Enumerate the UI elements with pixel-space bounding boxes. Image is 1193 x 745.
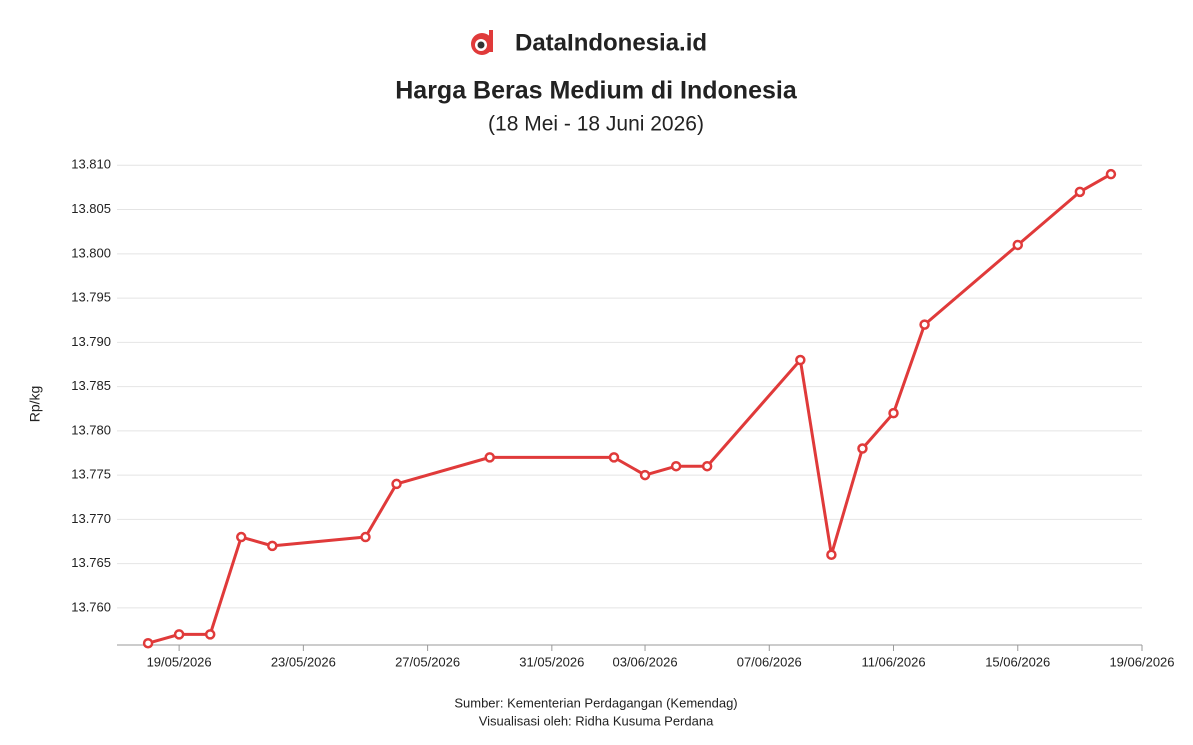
point	[857, 443, 868, 454]
y-tick-label: 13.765	[71, 555, 111, 570]
x-tick-label: 31/05/2026	[519, 654, 584, 669]
point	[826, 549, 837, 560]
source: Sumber: Kementerian Perdagangan (Kemenda…	[454, 695, 737, 710]
point	[484, 452, 495, 463]
point	[204, 629, 216, 640]
y-tick-label: 13.790	[71, 334, 111, 349]
point	[888, 407, 899, 419]
point	[1074, 186, 1086, 198]
x-tick-label: 07/06/2026	[737, 654, 802, 669]
point	[391, 478, 402, 490]
point	[173, 629, 185, 640]
x-tick-label: 23/05/2026	[271, 654, 336, 669]
point	[267, 540, 278, 552]
line	[147, 172, 1112, 645]
point	[1105, 168, 1117, 180]
brand: DataIndonesia.id	[515, 29, 707, 56]
y-tick-label: 13.805	[71, 201, 111, 216]
y-tick-label: 13.780	[71, 422, 111, 437]
credit: Visualisasi oleh: Ridha Kusuma Perdana	[479, 713, 714, 728]
x-tick-label: 15/06/2026	[985, 654, 1050, 669]
x-tick-label: 19/06/2026	[1109, 654, 1174, 669]
y-tick-label: 13.800	[71, 245, 111, 260]
point	[919, 319, 930, 330]
point	[795, 354, 806, 366]
y-tick-label: 13.760	[71, 599, 111, 614]
y-tick-label: 13.785	[71, 378, 111, 393]
y-tick-label: 13.810	[71, 157, 111, 172]
point	[235, 531, 247, 543]
logo	[471, 30, 493, 55]
point	[1012, 239, 1024, 251]
x-tick-label: 19/05/2026	[147, 654, 212, 669]
point	[142, 637, 154, 649]
point	[360, 531, 371, 543]
point	[608, 452, 620, 463]
x-tick-label: 27/05/2026	[395, 654, 460, 669]
x-tick-label: 11/06/2026	[861, 654, 925, 669]
chart-subtitle: (18 Mei - 18 Juni 2026)	[488, 113, 704, 136]
y-tick-label: 13.795	[71, 290, 111, 305]
chart-title: Harga Beras Medium di Indonesia	[395, 77, 798, 105]
x-tick-label: 03/06/2026	[612, 654, 677, 669]
point	[639, 469, 651, 481]
point	[670, 460, 682, 472]
y-tick-label: 13.775	[71, 467, 111, 482]
point	[701, 460, 713, 472]
y-axis-label: Rp/kg	[27, 386, 43, 423]
y-tick-label: 13.770	[71, 511, 111, 526]
